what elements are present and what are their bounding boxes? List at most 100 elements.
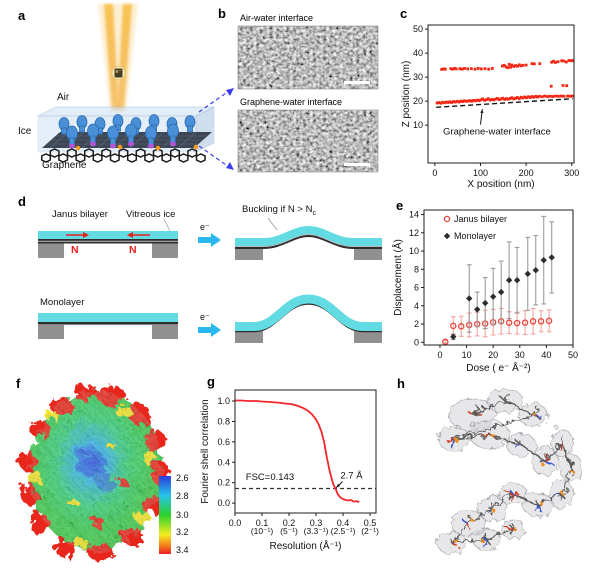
svg-text:Z position (nm): Z position (nm) xyxy=(401,61,412,128)
svg-text:30: 30 xyxy=(515,350,525,360)
colorbar-tick-0: 2.6 xyxy=(176,473,189,483)
svg-text:12: 12 xyxy=(409,228,419,238)
series-graphene-water-side-particles xyxy=(435,84,575,105)
panel-d-illustration xyxy=(38,217,382,343)
svg-text:2.7 Å: 2.7 Å xyxy=(340,471,363,482)
series-monolayer xyxy=(450,215,555,341)
svg-text:10: 10 xyxy=(462,350,472,360)
svg-text:0: 0 xyxy=(437,350,442,360)
ice-label: Ice xyxy=(18,126,32,137)
svg-text:20: 20 xyxy=(488,350,498,360)
electron-arrow-2 xyxy=(198,323,221,337)
panel-label-h: h xyxy=(397,376,405,391)
svg-text:0.5: 0.5 xyxy=(364,518,377,528)
electron-label-2: e⁻ xyxy=(200,312,210,322)
adaptor-molecules xyxy=(69,141,176,149)
svg-text:0.8: 0.8 xyxy=(217,416,230,426)
panel-label-a: a xyxy=(18,8,26,23)
electron-beam xyxy=(98,4,138,112)
svg-text:Monolayer: Monolayer xyxy=(454,231,496,241)
svg-text:Graphene-water interface: Graphene-water interface xyxy=(443,127,551,138)
svg-text:Dose ( e⁻ Å⁻²): Dose ( e⁻ Å⁻²) xyxy=(466,361,530,374)
svg-text:2: 2 xyxy=(414,319,419,329)
svg-text:0.4: 0.4 xyxy=(337,518,350,528)
functional-groups xyxy=(75,144,199,151)
chart-g: 0.0 0.1(10⁻¹)0.2(5⁻¹)0.3(3.3⁻¹)0.4(2.5⁻¹)… xyxy=(200,389,379,552)
svg-text:0.2: 0.2 xyxy=(217,478,230,488)
svg-text:Resolution (Å⁻¹): Resolution (Å⁻¹) xyxy=(270,539,342,552)
svg-text:1.0: 1.0 xyxy=(217,396,230,406)
svg-text:X position (nm): X position (nm) xyxy=(467,179,534,190)
dashed-link-arrows xyxy=(198,90,230,168)
svg-text:300: 300 xyxy=(564,168,579,178)
panel-label-f: f xyxy=(16,376,21,391)
svg-text:Displacement (Å): Displacement (Å) xyxy=(391,239,404,316)
svg-text:0.6: 0.6 xyxy=(217,437,230,447)
vitreous-ice-label: Vitreous ice xyxy=(126,209,176,220)
buckling-label: Buckling if N > Nc xyxy=(242,204,316,217)
svg-text:10: 10 xyxy=(413,120,423,130)
colorbar-tick-2: 3.0 xyxy=(176,510,189,520)
electron-arrow-1 xyxy=(198,233,221,247)
protein-particles xyxy=(58,114,196,146)
colorbar-tick-3: 3.2 xyxy=(176,527,189,537)
svg-text:10: 10 xyxy=(409,246,419,256)
svg-text:0.1: 0.1 xyxy=(256,518,269,528)
colorbar-tick-1: 2.8 xyxy=(176,491,189,501)
graphene-label: Graphene xyxy=(42,160,87,171)
scale-bar-bottom xyxy=(344,163,370,166)
svg-text:30: 30 xyxy=(413,72,423,82)
svg-text:Fourier shell correlation: Fourier shell correlation xyxy=(200,399,211,504)
micrograph-title-air: Air-water interface xyxy=(240,13,314,23)
svg-text:100: 100 xyxy=(473,168,488,178)
svg-text:0: 0 xyxy=(414,337,419,347)
scale-bar-top xyxy=(344,81,370,84)
panel-f-map xyxy=(16,382,171,557)
svg-text:50: 50 xyxy=(568,350,578,360)
panel-label-e: e xyxy=(396,198,404,213)
micrograph-title-graphene: Graphene-water interface xyxy=(240,97,343,107)
panel-a-illustration xyxy=(37,4,234,170)
svg-text:0.4: 0.4 xyxy=(217,457,230,467)
svg-text:Janus bilayer: Janus bilayer xyxy=(454,214,507,224)
graphene-lattice xyxy=(40,148,206,163)
svg-text:(10⁻¹): (10⁻¹) xyxy=(251,526,274,536)
svg-text:40: 40 xyxy=(413,48,423,58)
chart-c: 0 100 200 300 10 20 30 40 50 X position (nm) Z pos… xyxy=(401,24,579,190)
svg-text:20: 20 xyxy=(413,96,423,106)
svg-text:0.3: 0.3 xyxy=(310,518,323,528)
svg-text:0.2: 0.2 xyxy=(283,518,296,528)
colorbar xyxy=(159,476,171,554)
monolayer-label: Monolayer xyxy=(40,297,85,308)
compression-n-right: N xyxy=(129,244,137,256)
series-fsc xyxy=(235,399,360,503)
panel-label-d: d xyxy=(18,194,26,209)
buckling-text: Buckling if N > N xyxy=(242,204,313,215)
panel-label-g: g xyxy=(207,374,215,389)
compression-n-left: N xyxy=(71,244,79,256)
panel-label-c: c xyxy=(400,6,408,21)
panel-label-b: b xyxy=(218,6,226,21)
svg-text:40: 40 xyxy=(541,350,551,360)
janus-bilayer-label: Janus bilayer xyxy=(52,209,108,220)
svg-text:6: 6 xyxy=(414,283,419,293)
buckling-subscript: c xyxy=(312,209,317,217)
svg-text:FSC=0.143: FSC=0.143 xyxy=(246,472,294,483)
svg-text:0.0: 0.0 xyxy=(229,518,242,528)
panel-h-model xyxy=(434,386,581,553)
panel-b-micrographs xyxy=(237,25,379,173)
svg-text:(5⁻¹): (5⁻¹) xyxy=(280,526,298,536)
electron-symbol: e⁻ xyxy=(115,69,122,75)
svg-text:4: 4 xyxy=(414,301,419,311)
svg-text:(2⁻¹): (2⁻¹) xyxy=(361,526,379,536)
svg-text:8: 8 xyxy=(414,264,419,274)
svg-text:0: 0 xyxy=(432,168,437,178)
svg-text:(3.3⁻¹): (3.3⁻¹) xyxy=(304,526,329,536)
series-janus-bilayer xyxy=(442,307,553,346)
svg-text:14: 14 xyxy=(409,210,419,220)
chart-e: 0 10 20 30 40 50 0 2 4 6 8 10 12 14 Dose ( e⁻ Å⁻²) Disp… xyxy=(391,209,578,374)
svg-text:200: 200 xyxy=(519,168,534,178)
